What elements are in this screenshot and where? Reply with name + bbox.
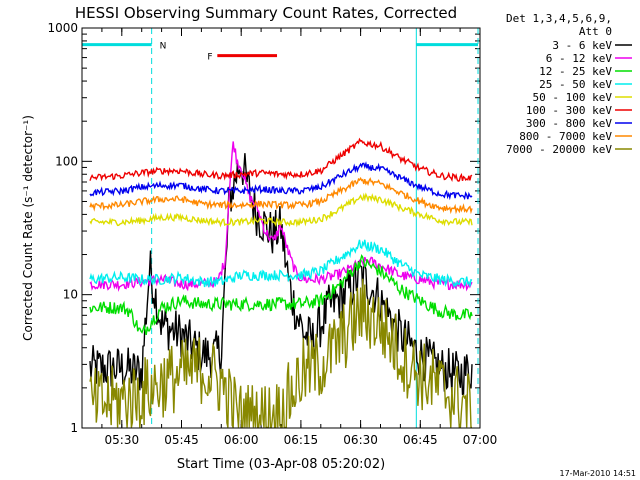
y-tick-label: 10 bbox=[63, 288, 78, 302]
series-line bbox=[89, 254, 473, 336]
legend-entry-label: 3 - 6 keV bbox=[552, 39, 612, 52]
legend-entry-label: 100 - 300 keV bbox=[526, 104, 612, 117]
interval-label: F bbox=[207, 53, 212, 63]
x-tick-label: 07:00 bbox=[463, 433, 498, 447]
y-tick-label: 1 bbox=[70, 421, 78, 435]
plot-frame bbox=[81, 27, 481, 429]
legend-entry-label: 7000 - 20000 keV bbox=[506, 143, 612, 156]
y-tick-label: 1000 bbox=[47, 21, 78, 35]
series-line bbox=[89, 176, 473, 215]
legend-header: Det 1,3,4,5,6,9, bbox=[506, 12, 612, 25]
legend-entry-label: 12 - 25 keV bbox=[539, 65, 612, 78]
legend-entry-label: 50 - 100 keV bbox=[533, 91, 613, 104]
x-tick-label: 05:45 bbox=[164, 433, 199, 447]
x-tick-label: 06:15 bbox=[284, 433, 319, 447]
x-tick-label: 06:30 bbox=[343, 433, 378, 447]
series-line bbox=[89, 278, 472, 429]
series-line bbox=[89, 161, 473, 201]
y-tick-label: 100 bbox=[55, 154, 78, 168]
x-tick-label: 06:45 bbox=[403, 433, 438, 447]
legend-entry-label: 25 - 50 keV bbox=[539, 78, 612, 91]
x-axis-label: Start Time (03-Apr-08 05:20:02) bbox=[177, 457, 385, 472]
x-tick-label: 05:30 bbox=[105, 433, 140, 447]
legend-entry-label: 300 - 800 keV bbox=[526, 117, 612, 130]
plot-timestamp: 17-Mar-2010 14:51 bbox=[560, 469, 637, 478]
series-line bbox=[89, 192, 473, 228]
series-line bbox=[89, 153, 473, 397]
chart-title: HESSI Observing Summary Count Rates, Cor… bbox=[75, 4, 457, 22]
interval-label: N bbox=[160, 42, 167, 52]
y-axis-label: Corrected Count Rate (s⁻¹ detector⁻¹) bbox=[21, 115, 35, 341]
series-line bbox=[89, 137, 473, 183]
series-line bbox=[89, 239, 473, 289]
legend-header: Att 0 bbox=[579, 25, 612, 38]
legend-entry-label: 6 - 12 keV bbox=[546, 52, 613, 65]
x-tick-label: 06:00 bbox=[224, 433, 259, 447]
legend-entry-label: 800 - 7000 keV bbox=[519, 130, 612, 143]
series-line bbox=[89, 141, 473, 293]
